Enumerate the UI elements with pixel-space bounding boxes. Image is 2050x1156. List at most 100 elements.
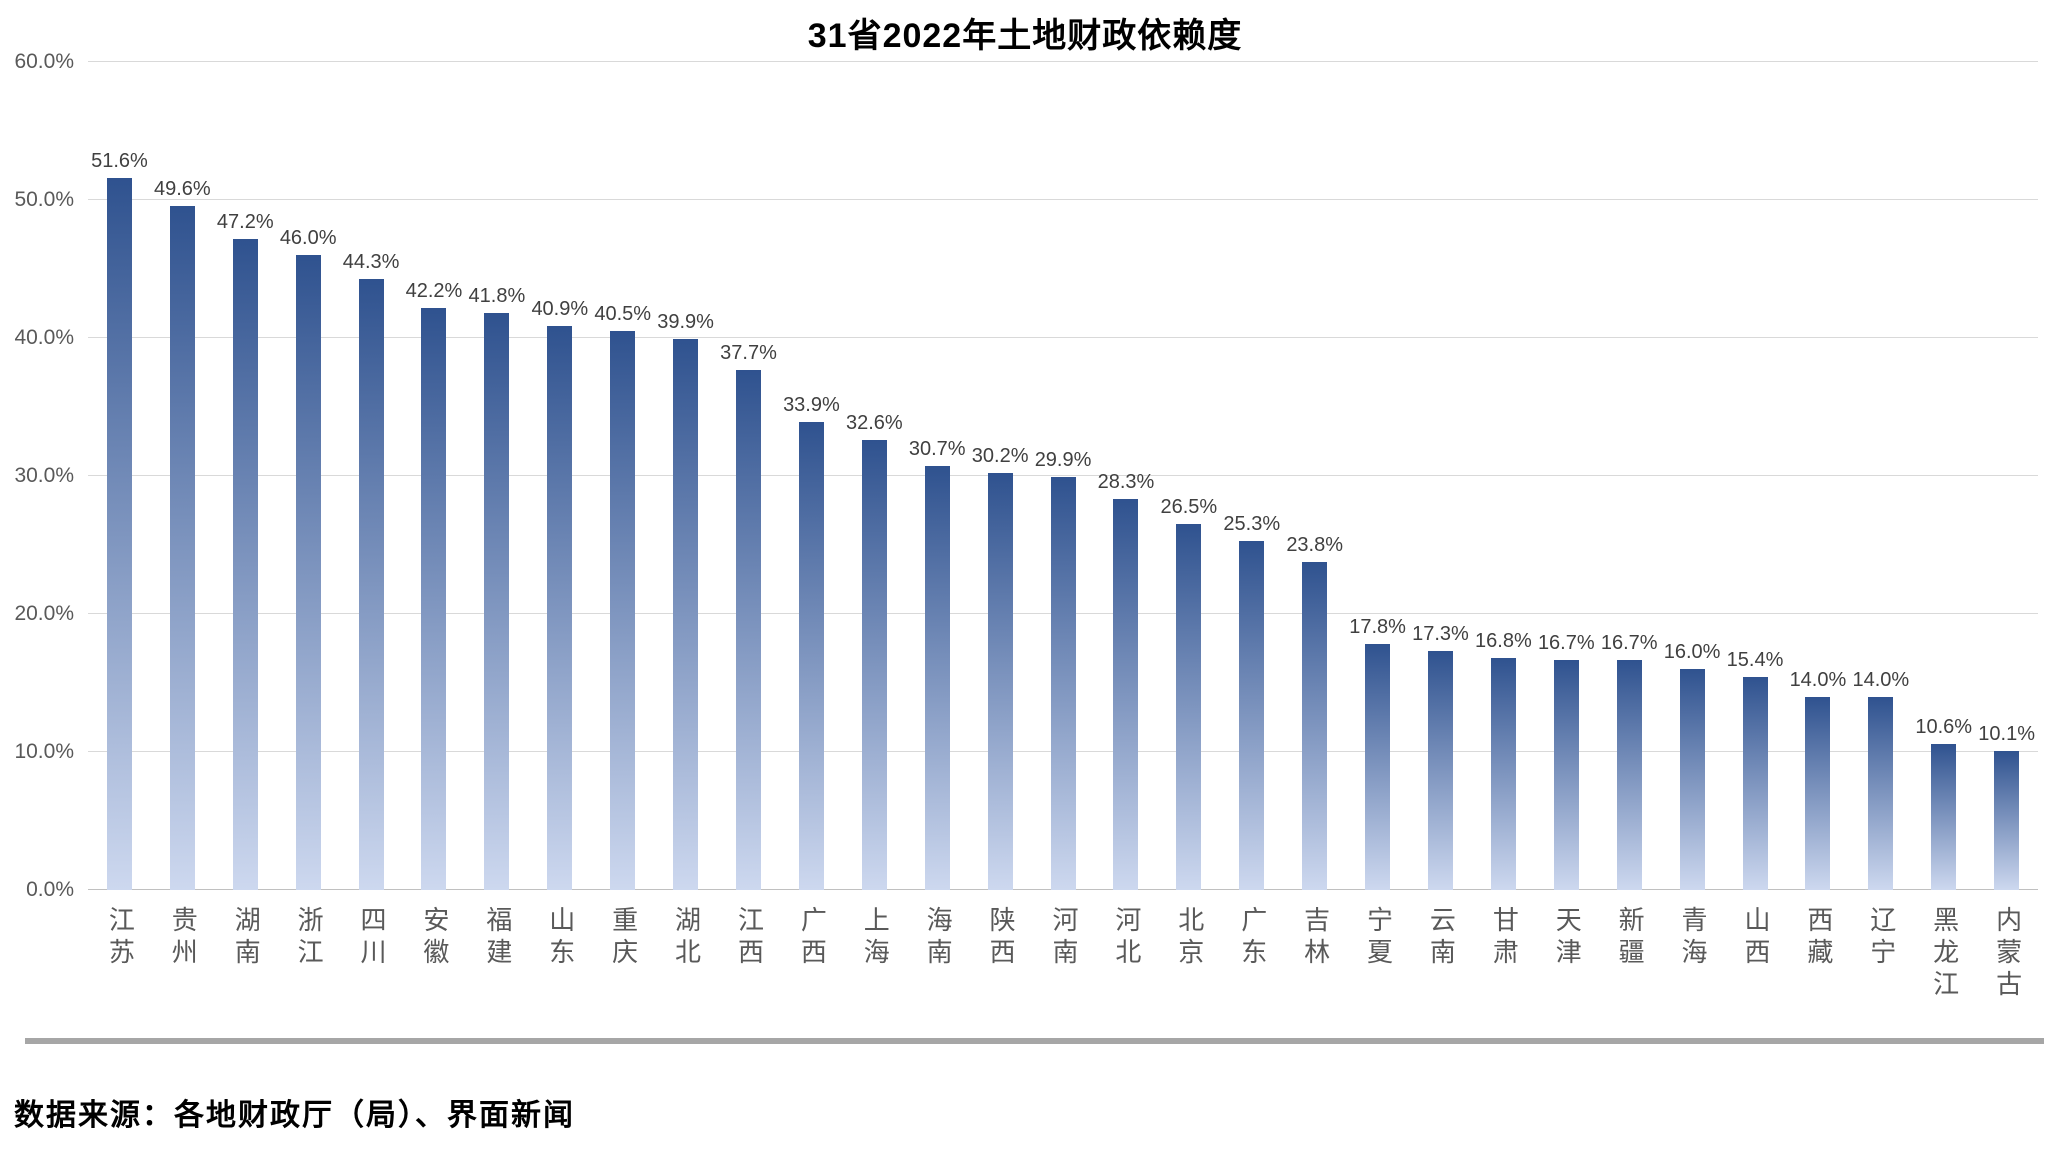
bar-value-label: 32.6%	[845, 412, 903, 435]
bar-value-label: 10.1%	[1978, 722, 2035, 745]
bar-slot: 16.7% 天津	[1535, 62, 1598, 970]
bar-slot: 44.3% 四川	[340, 62, 403, 970]
x-axis-label: 安徽	[419, 906, 450, 970]
x-axis-label: 广西	[797, 906, 828, 970]
x-axis-label: 山东	[545, 906, 576, 970]
bar: 40.9%	[531, 298, 588, 890]
x-axis-label: 天津	[1552, 906, 1583, 970]
bar-value-label: 17.8%	[1349, 616, 1406, 639]
x-axis-label: 上海	[860, 906, 891, 970]
x-axis-label: 四川	[357, 906, 388, 970]
bar: 25.3%	[1223, 513, 1280, 890]
x-axis-label: 新疆	[1615, 906, 1646, 970]
bar-value-label: 25.3%	[1223, 512, 1281, 535]
gridline	[88, 475, 2038, 476]
bar-value-label: 33.9%	[783, 394, 840, 417]
bar-slot: 47.2% 湖南	[214, 62, 277, 970]
x-axis-label: 山西	[1740, 906, 1771, 970]
gridline	[88, 61, 2038, 62]
chart-title: 31省2022年土地财政依赖度	[807, 17, 1243, 55]
bar: 47.2%	[217, 211, 274, 890]
bar-value-label: 17.3%	[1412, 623, 1469, 646]
bar-value-label: 16.7%	[1600, 631, 1658, 654]
bar-slot: 16.7% 新疆	[1598, 62, 1661, 970]
bar: 10.1%	[1978, 723, 2035, 890]
x-axis-label: 云南	[1426, 906, 1457, 970]
bar-slot: 39.9% 湖北	[654, 62, 717, 970]
bar: 37.7%	[720, 342, 777, 890]
bar: 14.0%	[1852, 669, 1909, 890]
bar: 10.6%	[1915, 716, 1972, 890]
bar-slot: 29.9% 河南	[1032, 62, 1095, 970]
x-axis-label: 广东	[1237, 906, 1268, 970]
bar-value-label: 29.9%	[1034, 449, 1092, 472]
bar-slot: 16.0% 青海	[1661, 62, 1724, 970]
bar: 39.9%	[657, 311, 714, 890]
bar: 51.6%	[91, 150, 148, 890]
bar-value-label: 37.7%	[720, 341, 777, 364]
x-axis-label: 福建	[482, 906, 513, 970]
x-axis-label: 浙江	[294, 906, 325, 970]
bar-value-label: 16.0%	[1663, 641, 1721, 664]
bar-slot: 40.9% 山东	[528, 62, 591, 970]
x-axis-label: 江苏	[105, 906, 136, 970]
bar: 28.3%	[1098, 471, 1154, 890]
bar-slot: 15.4% 山西	[1724, 62, 1787, 970]
bar-slot: 14.0% 西藏	[1786, 62, 1849, 970]
bar-slot: 10.1% 内蒙古	[1975, 62, 2038, 1002]
x-axis-label: 北京	[1174, 906, 1205, 970]
x-axis-label: 辽宁	[1866, 906, 1897, 970]
x-axis-label: 青海	[1678, 906, 1709, 970]
bar-slot: 30.7% 海南	[906, 62, 969, 970]
x-axis-label: 海南	[923, 906, 954, 970]
bar: 46.0%	[280, 227, 337, 890]
bar-value-label: 46.0%	[279, 227, 337, 250]
bars-container: 51.6% 江苏 49.6% 贵州 47.2% 湖南 46.0% 浙江 44.3% 四川 42.2%…	[88, 62, 2038, 1002]
bar-slot: 25.3% 广东	[1220, 62, 1283, 970]
bar: 23.8%	[1286, 534, 1343, 890]
bar-value-label: 41.8%	[468, 285, 526, 308]
bar-slot: 26.5% 北京	[1157, 62, 1220, 970]
bar-slot: 37.7% 江西	[717, 62, 780, 970]
bar-value-label: 47.2%	[216, 210, 274, 233]
plot-area: 0.0% 10.0% 20.0% 30.0% 40.0% 50.0% 60.0% 51.6% 江…	[14, 50, 2038, 1002]
x-axis-label: 湖南	[231, 906, 262, 970]
y-axis-tick-label: 0.0%	[26, 878, 74, 901]
bar-value-label: 30.2%	[971, 445, 1029, 468]
bar-slot: 33.9% 广西	[780, 62, 843, 970]
gridline	[88, 337, 2038, 339]
bar-slot: 17.8% 宁夏	[1346, 62, 1409, 970]
bar: 17.8%	[1349, 616, 1406, 890]
bar-value-label: 44.3%	[342, 250, 400, 273]
y-axis-tick-label: 20.0%	[14, 602, 74, 626]
bar-value-label: 40.9%	[531, 297, 589, 320]
x-axis-label: 重庆	[608, 906, 639, 970]
x-axis-label: 河南	[1048, 906, 1079, 970]
bar: 30.2%	[972, 445, 1029, 890]
bar-value-label: 14.0%	[1789, 668, 1847, 691]
bar-value-label: 16.8%	[1475, 630, 1532, 653]
bar-value-label: 10.6%	[1915, 715, 1973, 738]
y-axis-tick-label: 30.0%	[14, 464, 74, 487]
x-axis-label: 甘肃	[1489, 906, 1520, 970]
bar-slot: 14.0% 辽宁	[1849, 62, 1912, 970]
x-axis-label: 内蒙古	[1992, 906, 2023, 1002]
bar-slot: 16.8% 甘肃	[1472, 62, 1535, 970]
bar-value-label: 23.8%	[1286, 533, 1344, 556]
bar-slot: 23.8% 吉林	[1283, 62, 1346, 970]
bar-value-label: 16.7%	[1537, 631, 1595, 654]
divider-line	[25, 1038, 2044, 1044]
x-axis-label: 贵州	[168, 906, 199, 970]
y-axis-tick-label: 10.0%	[14, 740, 74, 764]
x-axis-label: 黑龙江	[1929, 906, 1960, 1002]
bar-value-label: 26.5%	[1160, 496, 1218, 519]
bar: 16.0%	[1664, 641, 1720, 890]
bar: 44.3%	[343, 251, 399, 890]
bar-value-label: 49.6%	[154, 177, 211, 200]
bar: 26.5%	[1161, 496, 1217, 890]
bar-slot: 10.6% 黑龙江	[1912, 62, 1975, 1002]
x-axis-label: 西藏	[1803, 906, 1834, 970]
bar: 29.9%	[1035, 449, 1091, 890]
bar: 41.8%	[469, 285, 525, 890]
